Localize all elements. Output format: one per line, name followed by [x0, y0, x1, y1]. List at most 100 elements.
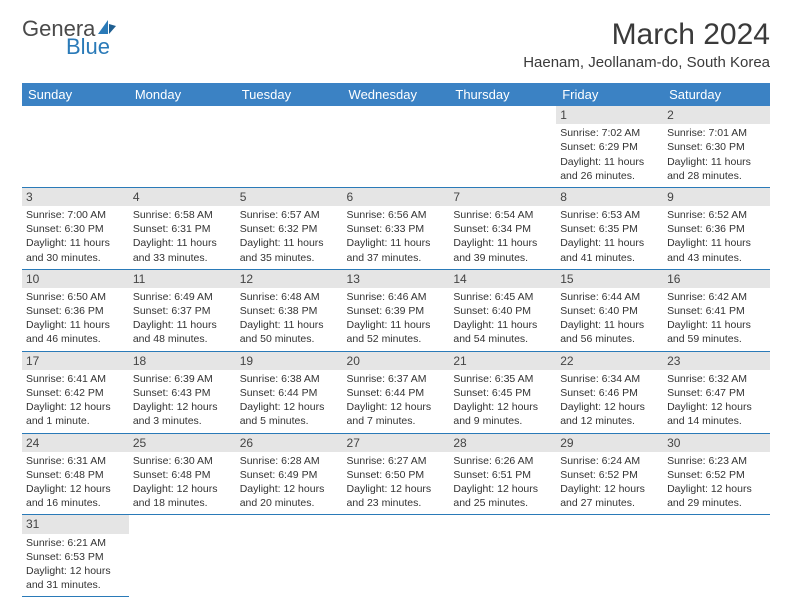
daylight-text: Daylight: 11 hours and 33 minutes. [133, 236, 232, 264]
sunrise-text: Sunrise: 6:58 AM [133, 208, 232, 222]
calendar-cell: 30Sunrise: 6:23 AMSunset: 6:52 PMDayligh… [663, 433, 770, 515]
sunset-text: Sunset: 6:30 PM [667, 140, 766, 154]
day-number: 4 [129, 188, 236, 206]
daylight-text: Daylight: 11 hours and 41 minutes. [560, 236, 659, 264]
calendar-cell: 22Sunrise: 6:34 AMSunset: 6:46 PMDayligh… [556, 351, 663, 433]
day-number: 26 [236, 434, 343, 452]
sunrise-text: Sunrise: 6:35 AM [453, 372, 552, 386]
sunset-text: Sunset: 6:33 PM [347, 222, 446, 236]
day-number: 10 [22, 270, 129, 288]
sunrise-text: Sunrise: 6:39 AM [133, 372, 232, 386]
daylight-text: Daylight: 11 hours and 46 minutes. [26, 318, 125, 346]
calendar-cell [663, 515, 770, 597]
daylight-text: Daylight: 11 hours and 59 minutes. [667, 318, 766, 346]
weekday-header: Monday [129, 83, 236, 106]
sunset-text: Sunset: 6:53 PM [26, 550, 125, 564]
sunrise-text: Sunrise: 6:45 AM [453, 290, 552, 304]
calendar-cell: 14Sunrise: 6:45 AMSunset: 6:40 PMDayligh… [449, 269, 556, 351]
calendar-row: 31Sunrise: 6:21 AMSunset: 6:53 PMDayligh… [22, 515, 770, 597]
calendar-cell: 18Sunrise: 6:39 AMSunset: 6:43 PMDayligh… [129, 351, 236, 433]
sunrise-text: Sunrise: 6:52 AM [667, 208, 766, 222]
daylight-text: Daylight: 12 hours and 14 minutes. [667, 400, 766, 428]
calendar-cell [449, 515, 556, 597]
daylight-text: Daylight: 12 hours and 27 minutes. [560, 482, 659, 510]
day-number: 22 [556, 352, 663, 370]
calendar-row: 10Sunrise: 6:50 AMSunset: 6:36 PMDayligh… [22, 269, 770, 351]
day-number: 5 [236, 188, 343, 206]
calendar-cell: 1Sunrise: 7:02 AMSunset: 6:29 PMDaylight… [556, 106, 663, 187]
sunrise-text: Sunrise: 6:27 AM [347, 454, 446, 468]
weekday-header: Thursday [449, 83, 556, 106]
logo: Genera Blue [22, 18, 118, 58]
calendar-cell [556, 515, 663, 597]
daylight-text: Daylight: 11 hours and 28 minutes. [667, 155, 766, 183]
daylight-text: Daylight: 12 hours and 25 minutes. [453, 482, 552, 510]
calendar-head: SundayMondayTuesdayWednesdayThursdayFrid… [22, 83, 770, 106]
calendar-cell: 23Sunrise: 6:32 AMSunset: 6:47 PMDayligh… [663, 351, 770, 433]
day-number: 3 [22, 188, 129, 206]
sunrise-text: Sunrise: 6:26 AM [453, 454, 552, 468]
sunset-text: Sunset: 6:50 PM [347, 468, 446, 482]
daylight-text: Daylight: 12 hours and 5 minutes. [240, 400, 339, 428]
sunset-text: Sunset: 6:44 PM [240, 386, 339, 400]
day-number: 20 [343, 352, 450, 370]
sunset-text: Sunset: 6:52 PM [667, 468, 766, 482]
day-number: 6 [343, 188, 450, 206]
day-number: 1 [556, 106, 663, 124]
calendar-cell [22, 106, 129, 187]
sunset-text: Sunset: 6:48 PM [26, 468, 125, 482]
calendar-cell: 2 Sunrise: 7:01 AMSunset: 6:30 PMDaylight… [663, 106, 770, 187]
calendar-cell: 9Sunrise: 6:52 AMSunset: 6:36 PMDaylight… [663, 187, 770, 269]
calendar-cell: 21Sunrise: 6:35 AMSunset: 6:45 PMDayligh… [449, 351, 556, 433]
sunset-text: Sunset: 6:46 PM [560, 386, 659, 400]
sunset-text: Sunset: 6:36 PM [667, 222, 766, 236]
day-number: 16 [663, 270, 770, 288]
calendar-row: 17Sunrise: 6:41 AMSunset: 6:42 PMDayligh… [22, 351, 770, 433]
calendar-table: SundayMondayTuesdayWednesdayThursdayFrid… [22, 83, 770, 597]
sunset-text: Sunset: 6:35 PM [560, 222, 659, 236]
calendar-cell [129, 106, 236, 187]
day-number: 28 [449, 434, 556, 452]
sunrise-text: Sunrise: 6:24 AM [560, 454, 659, 468]
calendar-cell: 19Sunrise: 6:38 AMSunset: 6:44 PMDayligh… [236, 351, 343, 433]
sunrise-text: Sunrise: 6:31 AM [26, 454, 125, 468]
calendar-row: 24Sunrise: 6:31 AMSunset: 6:48 PMDayligh… [22, 433, 770, 515]
day-number: 25 [129, 434, 236, 452]
calendar-cell: 29Sunrise: 6:24 AMSunset: 6:52 PMDayligh… [556, 433, 663, 515]
logo-word2: Blue [66, 34, 110, 59]
sunrise-text: Sunrise: 6:49 AM [133, 290, 232, 304]
sunrise-text: Sunrise: 7:00 AM [26, 208, 125, 222]
daylight-text: Daylight: 12 hours and 31 minutes. [26, 564, 125, 592]
sunrise-text: Sunrise: 6:32 AM [667, 372, 766, 386]
daylight-text: Daylight: 12 hours and 12 minutes. [560, 400, 659, 428]
sunset-text: Sunset: 6:39 PM [347, 304, 446, 318]
daylight-text: Daylight: 11 hours and 37 minutes. [347, 236, 446, 264]
calendar-cell: 5Sunrise: 6:57 AMSunset: 6:32 PMDaylight… [236, 187, 343, 269]
sunrise-text: Sunrise: 7:01 AM [667, 126, 766, 140]
day-number: 18 [129, 352, 236, 370]
calendar-cell: 28Sunrise: 6:26 AMSunset: 6:51 PMDayligh… [449, 433, 556, 515]
calendar-cell: 7Sunrise: 6:54 AMSunset: 6:34 PMDaylight… [449, 187, 556, 269]
calendar-cell [343, 106, 450, 187]
calendar-cell: 6Sunrise: 6:56 AMSunset: 6:33 PMDaylight… [343, 187, 450, 269]
daylight-text: Daylight: 12 hours and 16 minutes. [26, 482, 125, 510]
weekday-row: SundayMondayTuesdayWednesdayThursdayFrid… [22, 83, 770, 106]
day-number: 8 [556, 188, 663, 206]
weekday-header: Wednesday [343, 83, 450, 106]
calendar-row: 1Sunrise: 7:02 AMSunset: 6:29 PMDaylight… [22, 106, 770, 187]
day-number: 24 [22, 434, 129, 452]
sunrise-text: Sunrise: 6:53 AM [560, 208, 659, 222]
calendar-cell: 3Sunrise: 7:00 AMSunset: 6:30 PMDaylight… [22, 187, 129, 269]
day-number: 15 [556, 270, 663, 288]
sunset-text: Sunset: 6:37 PM [133, 304, 232, 318]
day-number: 29 [556, 434, 663, 452]
sunrise-text: Sunrise: 6:38 AM [240, 372, 339, 386]
sunset-text: Sunset: 6:47 PM [667, 386, 766, 400]
sunrise-text: Sunrise: 6:54 AM [453, 208, 552, 222]
calendar-cell: 12Sunrise: 6:48 AMSunset: 6:38 PMDayligh… [236, 269, 343, 351]
day-number: 7 [449, 188, 556, 206]
sunset-text: Sunset: 6:40 PM [560, 304, 659, 318]
daylight-text: Daylight: 12 hours and 18 minutes. [133, 482, 232, 510]
day-number: 2 [663, 106, 770, 124]
day-number: 30 [663, 434, 770, 452]
